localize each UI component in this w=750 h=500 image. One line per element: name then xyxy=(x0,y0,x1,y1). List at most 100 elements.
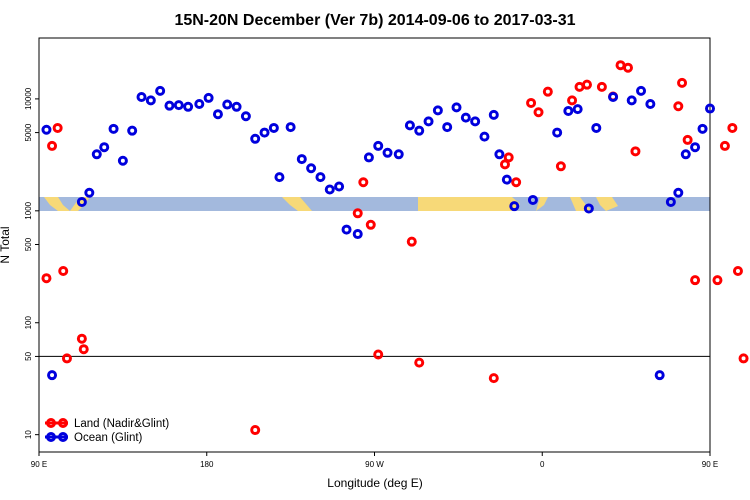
ocean-point xyxy=(501,174,512,185)
ocean-point xyxy=(164,100,175,111)
land-point xyxy=(78,344,89,355)
land-point xyxy=(719,140,730,151)
land-point xyxy=(567,95,578,106)
y-tick-label: 500 xyxy=(24,237,33,251)
ocean-point xyxy=(315,172,326,183)
ocean-point xyxy=(527,194,538,205)
y-tick-label: 1000 xyxy=(24,201,33,219)
y-tick-label: 10 xyxy=(24,430,33,439)
ocean-point xyxy=(341,224,352,235)
ocean-point xyxy=(451,102,462,113)
land-point xyxy=(574,81,585,92)
land-point xyxy=(615,60,626,71)
ocean-point xyxy=(608,91,619,102)
ocean-point xyxy=(99,142,110,153)
ocean-point xyxy=(665,196,676,207)
data-points xyxy=(41,60,749,436)
land-point xyxy=(677,77,688,88)
land-point xyxy=(533,107,544,118)
ocean-point xyxy=(222,99,233,110)
y-tick-label: 10000 xyxy=(24,87,33,110)
map-strip-land-7 xyxy=(596,197,618,211)
ocean-point xyxy=(673,187,684,198)
legend-land-marker xyxy=(46,418,56,428)
ocean-point xyxy=(145,95,156,106)
x-tick-label: 90 W xyxy=(365,460,384,469)
ocean-point xyxy=(572,104,583,115)
ocean-point xyxy=(591,122,602,133)
land-point xyxy=(373,349,384,360)
land-point xyxy=(76,333,87,344)
ocean-point xyxy=(203,92,214,103)
ocean-point xyxy=(494,149,505,160)
land-point xyxy=(682,134,693,145)
land-point xyxy=(503,152,514,163)
land-point xyxy=(712,275,723,286)
x-axis: 90 E 180 90 W 0 90 E xyxy=(31,452,718,469)
land-point xyxy=(596,81,607,92)
land-point xyxy=(488,373,499,384)
x-tick-label: 90 E xyxy=(31,460,47,469)
ocean-point xyxy=(460,112,471,123)
ocean-point xyxy=(183,101,194,112)
ocean-point xyxy=(509,201,520,212)
land-point xyxy=(61,353,72,364)
map-strip-land-1 xyxy=(44,197,70,211)
ocean-point xyxy=(645,99,656,110)
legend-ocean-marker xyxy=(58,432,68,442)
y-tick-label: 50 xyxy=(24,351,33,360)
land-point xyxy=(732,265,743,276)
ocean-point xyxy=(285,122,296,133)
ocean-point xyxy=(488,109,499,120)
ocean-point xyxy=(680,149,691,160)
ocean-point xyxy=(654,370,665,381)
ocean-point xyxy=(76,196,87,207)
legend-ocean-marker xyxy=(46,432,56,442)
ocean-point xyxy=(173,100,184,111)
x-tick-label: 90 E xyxy=(702,460,718,469)
land-point xyxy=(41,273,52,284)
map-strip-land-4 xyxy=(418,197,520,211)
y-axis-label: N Total xyxy=(0,226,12,263)
ocean-point xyxy=(363,152,374,163)
ocean-point xyxy=(373,140,384,151)
ocean-point xyxy=(250,133,261,144)
legend-land-marker xyxy=(58,418,68,428)
ocean-point xyxy=(563,105,574,116)
y-tick-label: 5000 xyxy=(24,123,33,141)
land-point xyxy=(58,265,69,276)
ocean-point xyxy=(334,181,345,192)
ocean-point xyxy=(414,125,425,136)
ocean-point xyxy=(423,116,434,127)
land-point xyxy=(250,425,261,436)
x-tick-label: 0 xyxy=(540,460,545,469)
land-point xyxy=(738,353,749,364)
map-strip-land-5 xyxy=(536,197,548,211)
ocean-point xyxy=(690,142,701,153)
x-tick-label: 180 xyxy=(200,460,214,469)
land-point xyxy=(555,161,566,172)
land-point xyxy=(511,177,522,188)
ocean-point xyxy=(382,147,393,158)
ocean-point xyxy=(194,99,205,110)
land-point xyxy=(352,208,363,219)
ocean-point xyxy=(47,370,58,381)
ocean-point xyxy=(296,154,307,165)
land-point xyxy=(526,97,537,108)
ocean-point xyxy=(91,149,102,160)
land-point xyxy=(414,357,425,368)
legend-ocean-label: Ocean (Glint) xyxy=(74,432,143,444)
ocean-point xyxy=(259,127,270,138)
legend-land-label: Land (Nadir&Glint) xyxy=(74,418,169,430)
land-point xyxy=(542,86,553,97)
ocean-point xyxy=(306,163,317,174)
ocean-point xyxy=(352,229,363,240)
ocean-point xyxy=(393,149,404,160)
ocean-point xyxy=(404,120,415,131)
ocean-point xyxy=(212,109,223,120)
land-point xyxy=(630,146,641,157)
land-point xyxy=(690,275,701,286)
land-point xyxy=(358,177,369,188)
land-point xyxy=(727,122,738,133)
